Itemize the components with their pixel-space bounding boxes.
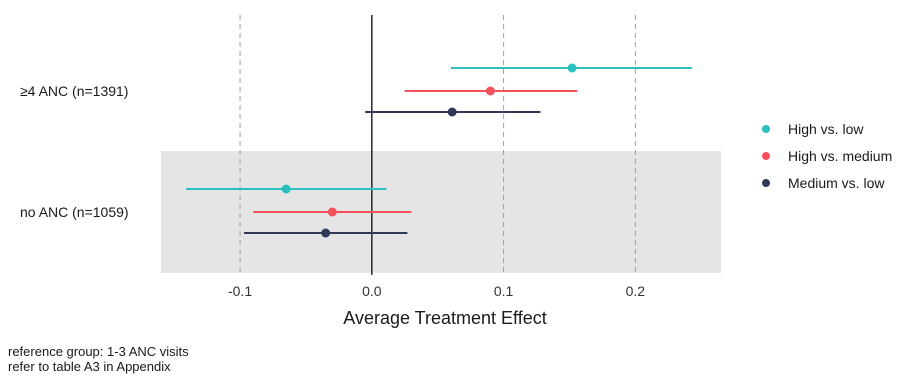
point-estimate: [321, 228, 331, 238]
x-tick-label: 0.0: [362, 283, 382, 299]
legend-key: [762, 152, 770, 160]
point-estimate: [281, 184, 291, 194]
legend: High vs. low High vs. medium Medium vs. lo…: [762, 121, 892, 191]
caption-reference-group: reference group: 1-3 ANC visits: [8, 344, 189, 359]
category-label: ≥4 ANC (n=1391): [20, 83, 128, 99]
legend-label: High vs. medium: [788, 148, 892, 164]
category-label: no ANC (n=1059): [20, 204, 129, 220]
point-estimate: [567, 63, 577, 73]
x-tick-label: -0.1: [228, 283, 252, 299]
caption-table-note: refer to table A3 in Appendix: [8, 359, 171, 374]
category-labels: ≥4 ANC (n=1391) no ANC (n=1059): [20, 83, 129, 220]
plot-marks: [186, 63, 693, 238]
point-estimate: [447, 107, 457, 117]
legend-label: Medium vs. low: [788, 175, 885, 191]
point-estimate: [485, 86, 495, 96]
legend-key: [762, 179, 770, 187]
gridlines: [239, 15, 636, 275]
x-axis-ticks: -0.1 0.0 0.1 0.2: [228, 283, 645, 299]
point-estimate: [327, 207, 337, 217]
x-tick-label: 0.2: [626, 283, 646, 299]
x-axis-title: Average Treatment Effect: [343, 308, 546, 328]
legend-key: [762, 125, 770, 133]
shaded-band: [161, 151, 721, 273]
legend-label: High vs. low: [788, 121, 864, 137]
x-tick-label: 0.1: [494, 283, 514, 299]
